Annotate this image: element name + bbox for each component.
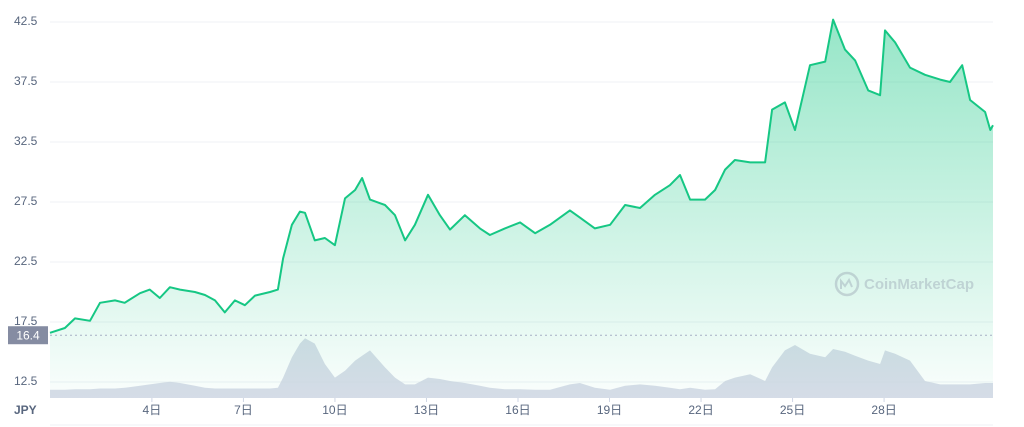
watermark-text: CoinMarketCap [864, 276, 974, 293]
x-tick-label: 13日 [414, 403, 439, 417]
x-tick-label: 7日 [234, 403, 253, 417]
x-tick-label: 19日 [597, 403, 622, 417]
price-area [50, 19, 993, 398]
price-label-box [8, 326, 48, 345]
y-tick-label: 27.5 [14, 194, 38, 208]
price-line [49, 18, 994, 334]
x-tick-label: 25日 [780, 403, 805, 417]
y-tick-label: 32.5 [14, 134, 38, 148]
watermark: CoinMarketCap [834, 271, 974, 297]
watermark-logo-mark [840, 277, 853, 289]
y-tick-label: 22.5 [14, 254, 38, 268]
y-tick-label: 12.5 [14, 374, 38, 388]
x-tick-label: 22日 [688, 403, 713, 417]
price-label: 16.4 [16, 328, 40, 342]
currency-label: JPY [14, 403, 37, 417]
x-tick-label: 4日 [143, 403, 162, 417]
x-tick-label: 16日 [505, 403, 530, 417]
price-layer [49, 18, 994, 398]
y-tick-label: 37.5 [14, 74, 38, 88]
y-tick-label: 42.5 [14, 14, 38, 28]
x-tick-label: 28日 [871, 403, 896, 417]
y-tick-label: 17.5 [14, 314, 38, 328]
x-tick-label: 10日 [322, 403, 347, 417]
watermark-logo [834, 271, 860, 297]
